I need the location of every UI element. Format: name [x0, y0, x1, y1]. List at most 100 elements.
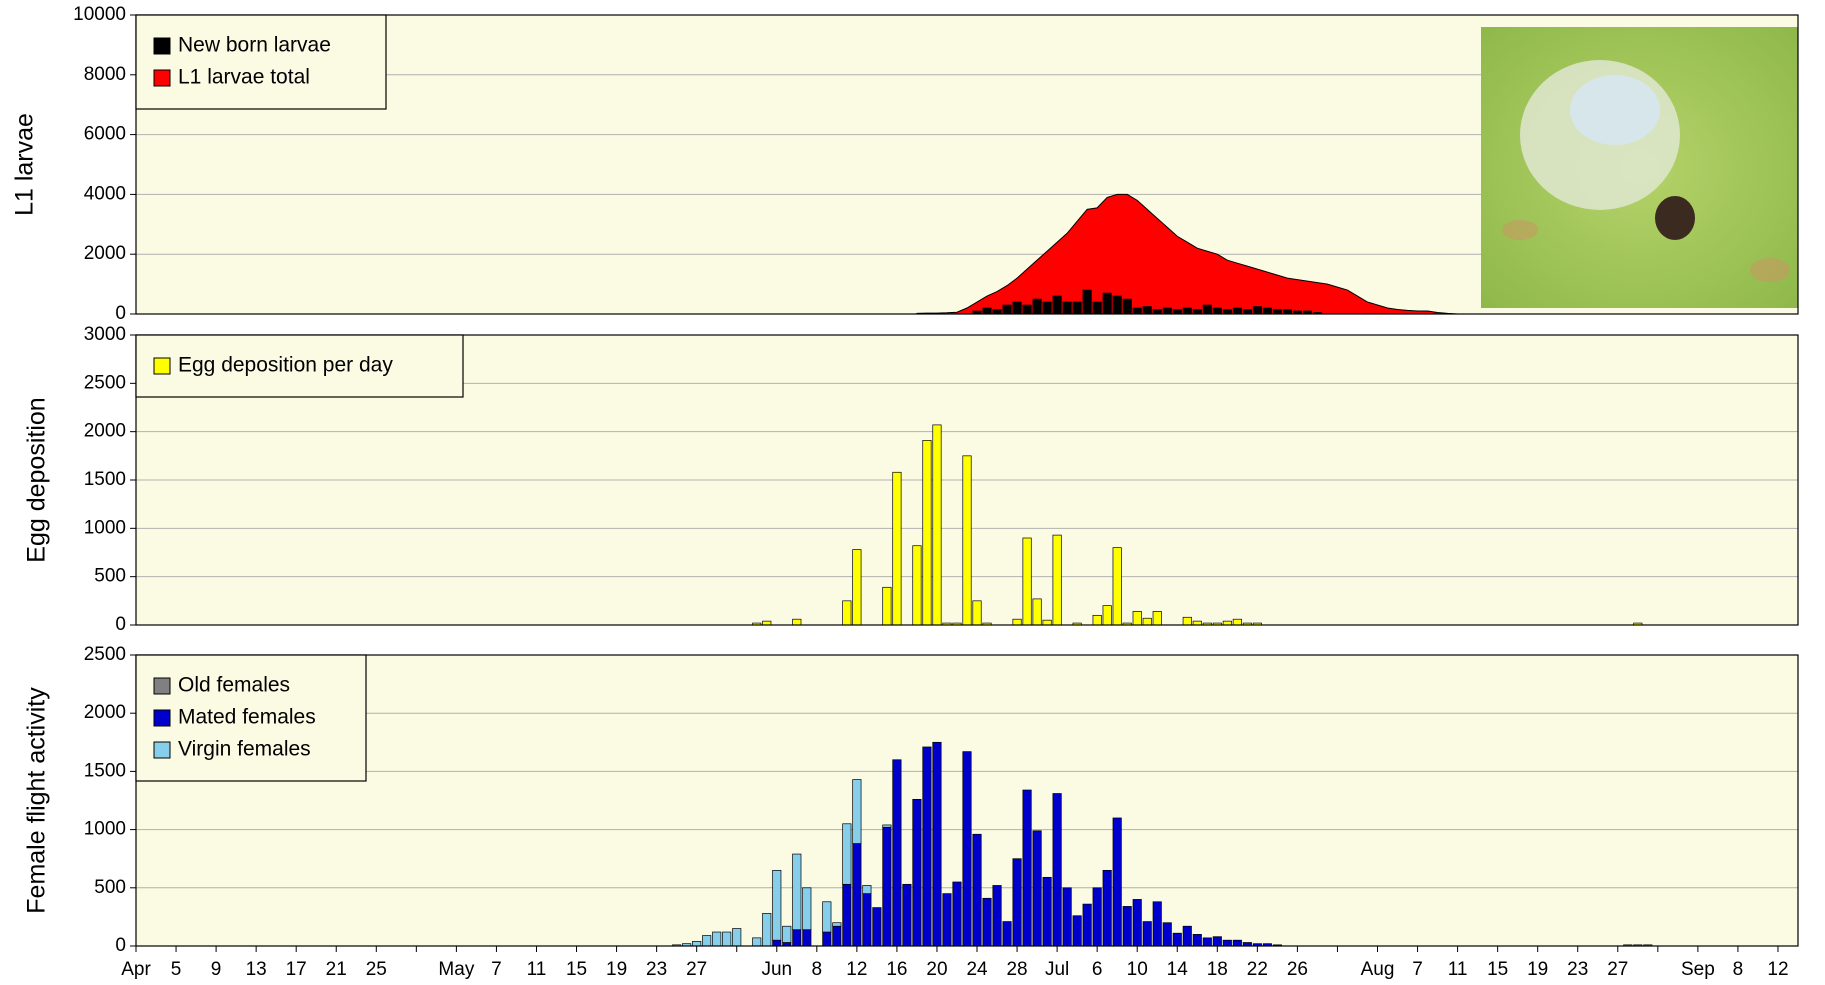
x-tick-label: 19	[606, 959, 627, 980]
bar	[1202, 304, 1212, 315]
bar	[1072, 915, 1082, 947]
bar	[852, 843, 862, 947]
bar	[1102, 605, 1112, 626]
bar	[692, 940, 702, 947]
bar	[1022, 304, 1032, 315]
bar	[1122, 298, 1132, 315]
legend-label: Old females	[178, 674, 290, 697]
x-tick-label: 27	[1607, 959, 1628, 980]
y-tick-label: 1000	[84, 819, 126, 840]
bar	[992, 885, 1002, 947]
bar	[762, 913, 772, 947]
y-tick-label: 1000	[84, 517, 126, 538]
bar	[1232, 307, 1242, 315]
x-tick-label: 7	[1412, 959, 1423, 980]
x-tick-label: 21	[326, 959, 347, 980]
bar	[1252, 306, 1262, 315]
bar	[832, 925, 842, 947]
bar	[1032, 830, 1042, 947]
x-tick-label: 8	[812, 959, 823, 980]
bar	[1042, 619, 1052, 626]
y-tick-label: 0	[115, 935, 126, 956]
y-tick-label: 2500	[84, 644, 126, 665]
bar	[862, 885, 872, 894]
photo-spot	[1750, 258, 1790, 282]
x-tick-label: 16	[886, 959, 907, 980]
bar	[1242, 309, 1252, 315]
bar	[1152, 611, 1162, 626]
bar	[1182, 925, 1192, 947]
y-tick-label: 2000	[84, 702, 126, 723]
y-axis-title: Egg deposition	[23, 397, 51, 562]
bar	[1012, 858, 1022, 947]
bar	[1022, 537, 1032, 626]
x-tick-label: 18	[1207, 959, 1228, 980]
bar	[1222, 939, 1232, 947]
y-tick-label: 2000	[84, 243, 126, 264]
bar	[1052, 534, 1062, 626]
y-tick-label: 0	[115, 614, 126, 635]
legend-label: Mated females	[178, 706, 316, 729]
legend: New born larvae L1 larvae total	[135, 14, 387, 110]
bar	[782, 925, 792, 943]
bar	[792, 618, 802, 626]
x-tick-label: 11	[527, 959, 547, 980]
bar	[922, 440, 932, 626]
bar	[1012, 301, 1022, 315]
bar	[1152, 309, 1162, 315]
bar	[1102, 292, 1112, 315]
y-axis-title: L1 larvae	[11, 113, 39, 216]
photo-spot	[1502, 220, 1538, 240]
bar	[1212, 307, 1222, 315]
x-tick-label: Jun	[761, 959, 792, 980]
x-tick-label: Sep	[1681, 959, 1715, 980]
bar	[712, 931, 722, 947]
bar	[1032, 298, 1042, 315]
bar	[702, 935, 712, 947]
bar	[842, 600, 852, 626]
y-tick-label: 8000	[84, 64, 126, 85]
x-tick-label: 8	[1733, 959, 1744, 980]
bar	[1162, 307, 1172, 315]
bar	[1282, 309, 1292, 315]
x-tick-label: 24	[966, 959, 988, 980]
bar	[882, 586, 892, 626]
plot-border	[135, 14, 1799, 315]
x-tick-label: 12	[846, 959, 867, 980]
y-tick-label: 2000	[84, 421, 126, 442]
bar	[772, 869, 782, 941]
bar	[882, 826, 892, 947]
x-tick-label: 15	[1487, 959, 1508, 980]
x-tick-label: 17	[286, 959, 307, 980]
bar	[1132, 899, 1142, 947]
bar	[992, 309, 1002, 315]
bar	[1172, 309, 1182, 315]
bar	[1142, 306, 1152, 315]
bar	[932, 424, 942, 626]
bar	[1062, 301, 1072, 315]
bar	[862, 893, 872, 947]
legend: Old females Mated females Virgin females	[135, 654, 367, 782]
bar	[1172, 932, 1182, 947]
x-tick-label: 25	[366, 959, 387, 980]
y-tick-label: 500	[94, 877, 126, 898]
x-tick-label: 12	[1767, 959, 1788, 980]
photo-shell-hi	[1570, 75, 1660, 145]
bar	[1052, 793, 1062, 947]
bar	[1202, 937, 1212, 947]
x-tick-label: 28	[1006, 959, 1027, 980]
legend-swatch	[153, 357, 171, 375]
bar	[1152, 901, 1162, 947]
bar	[1212, 936, 1222, 947]
bar	[1032, 598, 1042, 626]
bar	[752, 937, 762, 947]
bar	[972, 833, 982, 947]
y-tick-label: 4000	[84, 183, 126, 204]
x-tick-label: 23	[646, 959, 667, 980]
bar	[872, 907, 882, 947]
bar	[792, 929, 802, 947]
bar	[952, 881, 962, 947]
bar	[1132, 611, 1142, 626]
bar	[802, 887, 812, 931]
bar	[1232, 618, 1242, 626]
